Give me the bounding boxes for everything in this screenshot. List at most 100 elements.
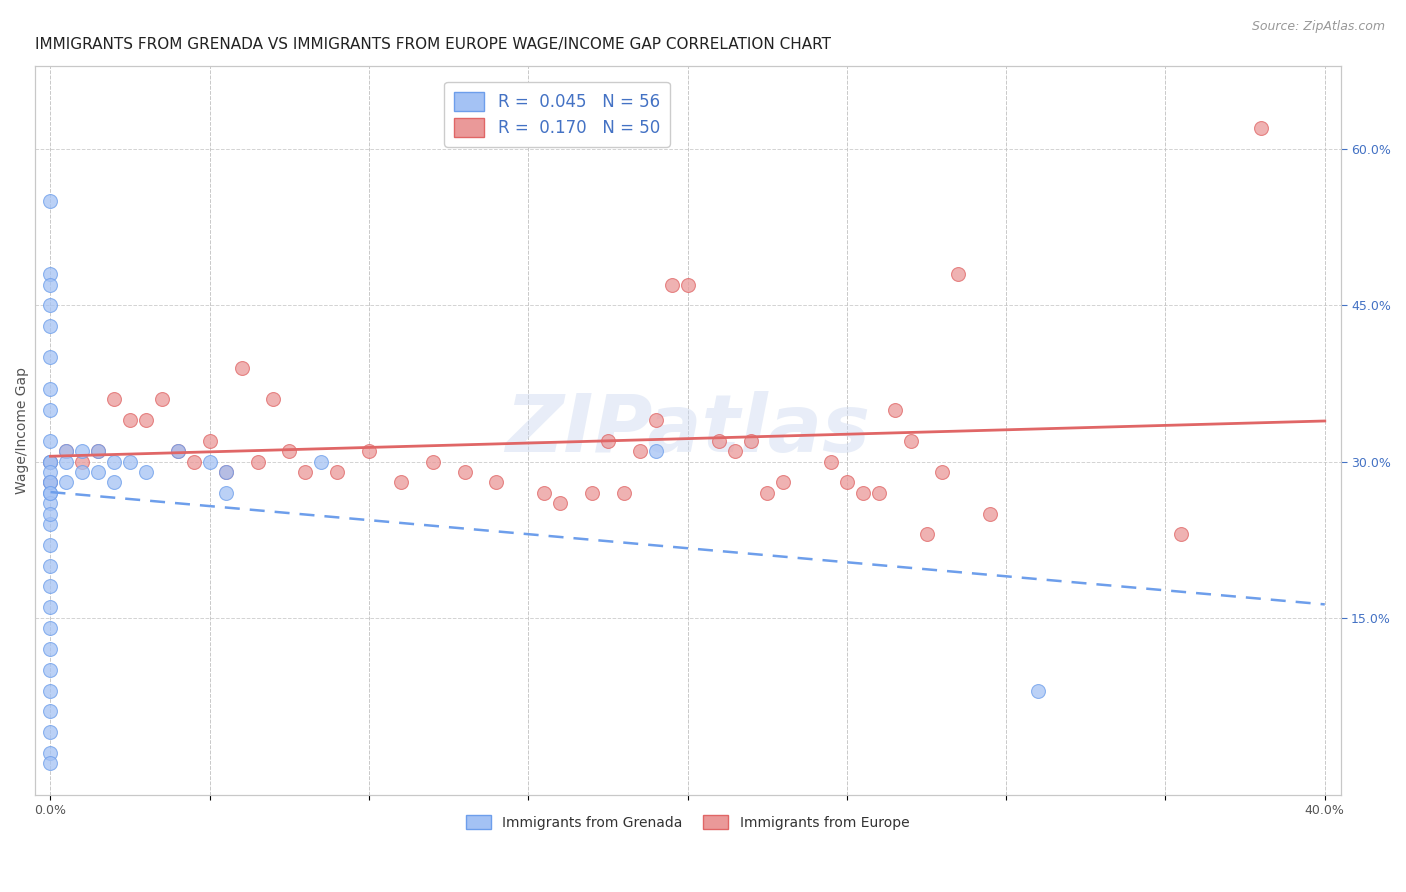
Point bbox=[294, 465, 316, 479]
Point bbox=[1250, 121, 1272, 136]
Point bbox=[756, 485, 779, 500]
Point bbox=[72, 465, 94, 479]
Point bbox=[39, 454, 62, 468]
Point bbox=[772, 475, 794, 490]
Point bbox=[326, 465, 349, 479]
Point bbox=[485, 475, 508, 490]
Point bbox=[39, 475, 62, 490]
Point bbox=[39, 465, 62, 479]
Point bbox=[883, 402, 905, 417]
Point bbox=[120, 413, 142, 427]
Point bbox=[150, 392, 173, 406]
Point bbox=[915, 527, 938, 541]
Point bbox=[135, 413, 157, 427]
Point bbox=[676, 277, 699, 292]
Point bbox=[39, 319, 62, 334]
Point bbox=[39, 600, 62, 615]
Point bbox=[1170, 527, 1192, 541]
Point bbox=[278, 444, 301, 458]
Point bbox=[183, 454, 205, 468]
Y-axis label: Wage/Income Gap: Wage/Income Gap bbox=[15, 367, 30, 494]
Point bbox=[389, 475, 412, 490]
Point bbox=[39, 580, 62, 594]
Point bbox=[581, 485, 603, 500]
Legend: Immigrants from Grenada, Immigrants from Europe: Immigrants from Grenada, Immigrants from… bbox=[461, 809, 915, 835]
Point bbox=[55, 444, 77, 458]
Point bbox=[39, 267, 62, 281]
Point bbox=[39, 454, 62, 468]
Point bbox=[39, 475, 62, 490]
Point bbox=[740, 434, 762, 448]
Text: ZIPatlas: ZIPatlas bbox=[505, 392, 870, 469]
Point bbox=[39, 485, 62, 500]
Point bbox=[120, 454, 142, 468]
Point bbox=[39, 351, 62, 365]
Point bbox=[39, 558, 62, 573]
Point bbox=[55, 475, 77, 490]
Point bbox=[198, 434, 221, 448]
Point bbox=[724, 444, 747, 458]
Point bbox=[39, 496, 62, 510]
Point bbox=[167, 444, 190, 458]
Point bbox=[39, 485, 62, 500]
Point bbox=[453, 465, 475, 479]
Point bbox=[39, 756, 62, 771]
Point bbox=[900, 434, 922, 448]
Point bbox=[39, 475, 62, 490]
Point bbox=[39, 705, 62, 719]
Point bbox=[644, 444, 666, 458]
Point bbox=[231, 360, 253, 375]
Point bbox=[852, 485, 875, 500]
Point bbox=[246, 454, 269, 468]
Point bbox=[39, 382, 62, 396]
Point bbox=[628, 444, 651, 458]
Point bbox=[835, 475, 858, 490]
Point bbox=[39, 454, 62, 468]
Point bbox=[39, 538, 62, 552]
Point bbox=[311, 454, 333, 468]
Point bbox=[39, 663, 62, 677]
Point bbox=[39, 725, 62, 739]
Point bbox=[215, 465, 238, 479]
Point bbox=[263, 392, 285, 406]
Point bbox=[87, 444, 110, 458]
Point bbox=[39, 507, 62, 521]
Point bbox=[135, 465, 157, 479]
Point bbox=[103, 454, 125, 468]
Point bbox=[103, 392, 125, 406]
Point bbox=[820, 454, 842, 468]
Point bbox=[422, 454, 444, 468]
Point bbox=[39, 746, 62, 760]
Point bbox=[948, 267, 970, 281]
Point bbox=[72, 444, 94, 458]
Point bbox=[39, 402, 62, 417]
Point bbox=[215, 465, 238, 479]
Point bbox=[39, 642, 62, 657]
Point bbox=[103, 475, 125, 490]
Point bbox=[39, 298, 62, 312]
Point bbox=[39, 277, 62, 292]
Point bbox=[644, 413, 666, 427]
Point bbox=[167, 444, 190, 458]
Point bbox=[215, 485, 238, 500]
Point bbox=[39, 434, 62, 448]
Point bbox=[39, 621, 62, 635]
Point bbox=[55, 454, 77, 468]
Point bbox=[1026, 683, 1049, 698]
Point bbox=[661, 277, 683, 292]
Point bbox=[931, 465, 953, 479]
Point bbox=[198, 454, 221, 468]
Point bbox=[39, 194, 62, 209]
Text: IMMIGRANTS FROM GRENADA VS IMMIGRANTS FROM EUROPE WAGE/INCOME GAP CORRELATION CH: IMMIGRANTS FROM GRENADA VS IMMIGRANTS FR… bbox=[35, 37, 831, 53]
Point bbox=[55, 444, 77, 458]
Point bbox=[868, 485, 890, 500]
Point bbox=[87, 465, 110, 479]
Point bbox=[357, 444, 380, 458]
Text: Source: ZipAtlas.com: Source: ZipAtlas.com bbox=[1251, 20, 1385, 33]
Point bbox=[39, 516, 62, 531]
Point bbox=[87, 444, 110, 458]
Point bbox=[596, 434, 619, 448]
Point bbox=[613, 485, 636, 500]
Point bbox=[39, 683, 62, 698]
Point bbox=[72, 454, 94, 468]
